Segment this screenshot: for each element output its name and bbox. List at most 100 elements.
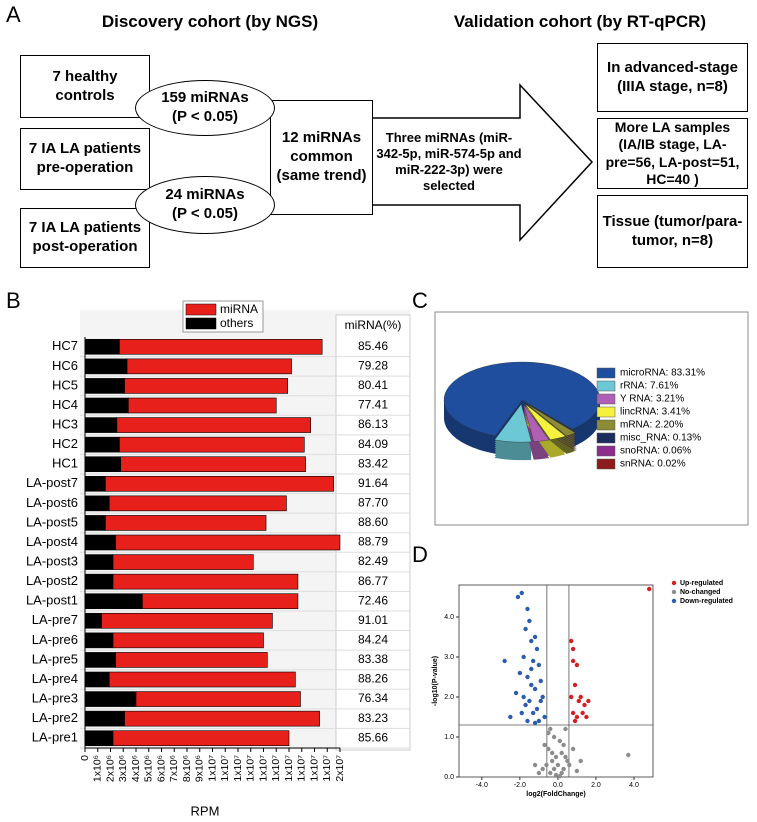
row-label: HC4: [52, 397, 78, 412]
point: [529, 682, 534, 688]
point: [517, 670, 523, 676]
bar-segment: [112, 632, 264, 649]
point: [578, 694, 583, 700]
bar-segment: [105, 515, 267, 531]
point: [546, 746, 551, 752]
oval: 159 miRNAs (P < 0.05): [135, 80, 275, 136]
row-label: LA-pre7: [32, 612, 78, 627]
legend-swatch: [596, 458, 616, 470]
x-tick-label: 1x10⁶: [92, 755, 104, 782]
point: [626, 752, 631, 758]
arrow-text: Three miRNAs (miR-342-5p, miR-574-5p and…: [376, 129, 522, 194]
row-label: LA-pre3: [32, 691, 78, 706]
column-cell: 76.34: [358, 691, 388, 705]
bar-segment: [119, 436, 305, 453]
x-tick-label: -4.0: [476, 782, 488, 789]
bar-segment: [108, 495, 287, 512]
bar-segment: [142, 593, 299, 610]
column-cell: 88.79: [358, 535, 388, 549]
x-tick-label: 0.0: [553, 782, 563, 789]
bar-segment: [115, 534, 341, 551]
y-tick-label: 1.0: [444, 734, 454, 741]
column-header: miRNA(%): [345, 318, 402, 332]
point: [572, 718, 578, 724]
column-cell: 82.49: [358, 554, 388, 568]
point: [559, 750, 564, 756]
group-box: 7 IA LA patients pre-operation: [20, 128, 150, 190]
point: [580, 710, 585, 716]
legend-marker: [671, 589, 677, 595]
row-label: LA-post7: [26, 475, 78, 490]
panel-label: B: [6, 288, 21, 313]
point: [567, 762, 572, 768]
point: [527, 698, 532, 704]
validation-box: Tissue (tumor/para-tumor, n=8): [597, 195, 748, 268]
point: [527, 618, 532, 624]
point: [530, 658, 536, 664]
column-cell: 84.24: [358, 633, 388, 647]
point: [532, 720, 538, 726]
point: [538, 678, 543, 684]
column-cell: 83.42: [358, 456, 388, 470]
legend-swatch: [596, 393, 616, 405]
point: [586, 698, 591, 704]
point: [549, 758, 555, 764]
legend-swatch: [185, 303, 217, 316]
x-tick-label: 2x10⁶: [104, 755, 116, 782]
point: [570, 710, 576, 716]
x-tick-label: 7x10⁶: [168, 755, 180, 782]
point: [574, 768, 580, 774]
point: [534, 706, 540, 712]
oval-count: 24 miRNAs: [165, 186, 245, 204]
bar-segment: [84, 573, 114, 590]
point: [521, 654, 526, 660]
legend-swatch: [596, 367, 616, 379]
bar-segment: [84, 417, 118, 433]
x-tick-label: 2x10⁷: [334, 755, 346, 782]
slice: [525, 403, 576, 437]
legend-swatch: [185, 317, 217, 330]
point: [538, 698, 543, 704]
bar-segment: [116, 417, 311, 433]
bar-segment: [120, 456, 306, 473]
bar-segment: [84, 593, 143, 610]
column-cell: 84.09: [358, 437, 388, 451]
point: [548, 770, 553, 776]
point: [553, 754, 559, 760]
legend-label: lincRNA: 3.41%: [620, 407, 690, 418]
slice: [526, 403, 578, 433]
bar-segment: [84, 495, 110, 512]
row-label: HC5: [52, 377, 78, 392]
y-axis-label: -log10(P-value): [432, 656, 439, 706]
x-tick-label: 1x10⁷: [232, 755, 244, 782]
point: [563, 726, 568, 732]
x-tick-label: 1x10⁷: [206, 755, 218, 782]
bar-segment: [84, 554, 114, 570]
x-tick-label: 3x10⁶: [117, 755, 129, 782]
row-label: LA-post4: [26, 534, 78, 549]
bar-segment: [128, 397, 277, 414]
slice: [443, 361, 601, 436]
point: [584, 714, 589, 720]
point: [508, 714, 513, 720]
arrow-shape: [371, 83, 594, 242]
point: [540, 766, 545, 772]
point: [540, 694, 545, 700]
column-cell: 77.41: [358, 398, 388, 412]
point: [513, 690, 519, 696]
point: [542, 742, 547, 748]
column-cell: 91.64: [358, 476, 388, 490]
column-cell: 88.26: [358, 672, 388, 686]
bar-segment: [84, 515, 106, 531]
point: [578, 758, 583, 764]
point: [561, 766, 566, 772]
column-cell: 86.13: [358, 417, 388, 431]
point: [523, 626, 528, 632]
point: [553, 772, 559, 778]
point: [536, 662, 542, 668]
slice: [523, 403, 550, 442]
point: [523, 702, 528, 708]
group-box: 7 healthy controls: [20, 55, 150, 118]
point: [530, 710, 536, 716]
